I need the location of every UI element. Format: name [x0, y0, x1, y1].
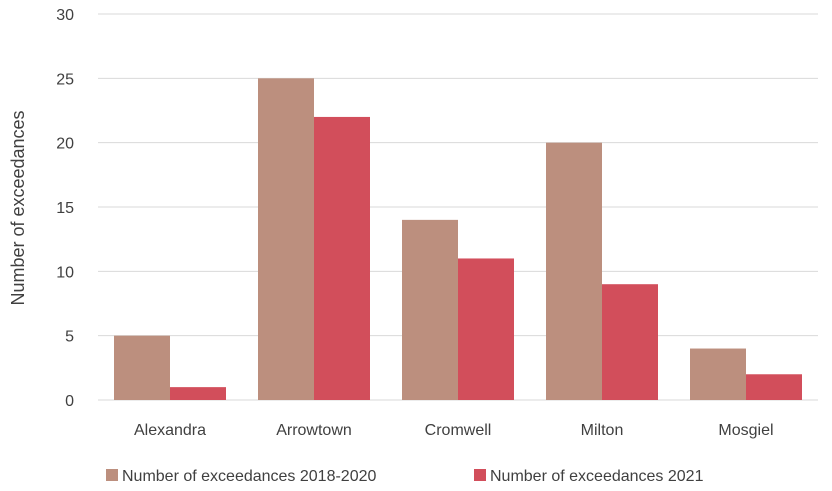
y-axis-title: Number of exceedances [8, 110, 28, 305]
y-tick-label: 15 [56, 200, 74, 217]
bar [258, 78, 314, 400]
legend-swatch [474, 469, 486, 481]
y-tick-label: 20 [56, 136, 74, 153]
bar [602, 284, 658, 400]
legend-label: Number of exceedances 2018-2020 [122, 468, 376, 485]
y-tick-label: 30 [56, 7, 74, 24]
bar [746, 374, 802, 400]
legend-label: Number of exceedances 2021 [490, 468, 704, 485]
bars [114, 78, 802, 400]
y-axis-ticks: 0 5 10 15 20 25 30 [56, 7, 74, 410]
legend: Number of exceedances 2018-2020 Number of… [106, 468, 704, 485]
x-tick-label: Arrowtown [276, 422, 352, 439]
legend-swatch [106, 469, 118, 481]
y-tick-label: 25 [56, 71, 74, 88]
x-tick-label: Cromwell [425, 422, 492, 439]
bar [402, 219, 458, 400]
x-tick-label: Mosgiel [718, 422, 773, 439]
bar [546, 142, 602, 400]
y-tick-label: 5 [65, 329, 74, 346]
bar [170, 387, 226, 400]
y-tick-label: 0 [65, 393, 74, 410]
bar [314, 116, 370, 400]
x-axis-ticks: Alexandra Arrowtown Cromwell Milton Mosgiel [134, 422, 774, 439]
y-tick-label: 10 [56, 264, 74, 281]
bar [690, 348, 746, 400]
x-tick-label: Milton [581, 422, 624, 439]
x-tick-label: Alexandra [134, 422, 206, 439]
bar [458, 258, 514, 400]
bar [114, 335, 170, 400]
